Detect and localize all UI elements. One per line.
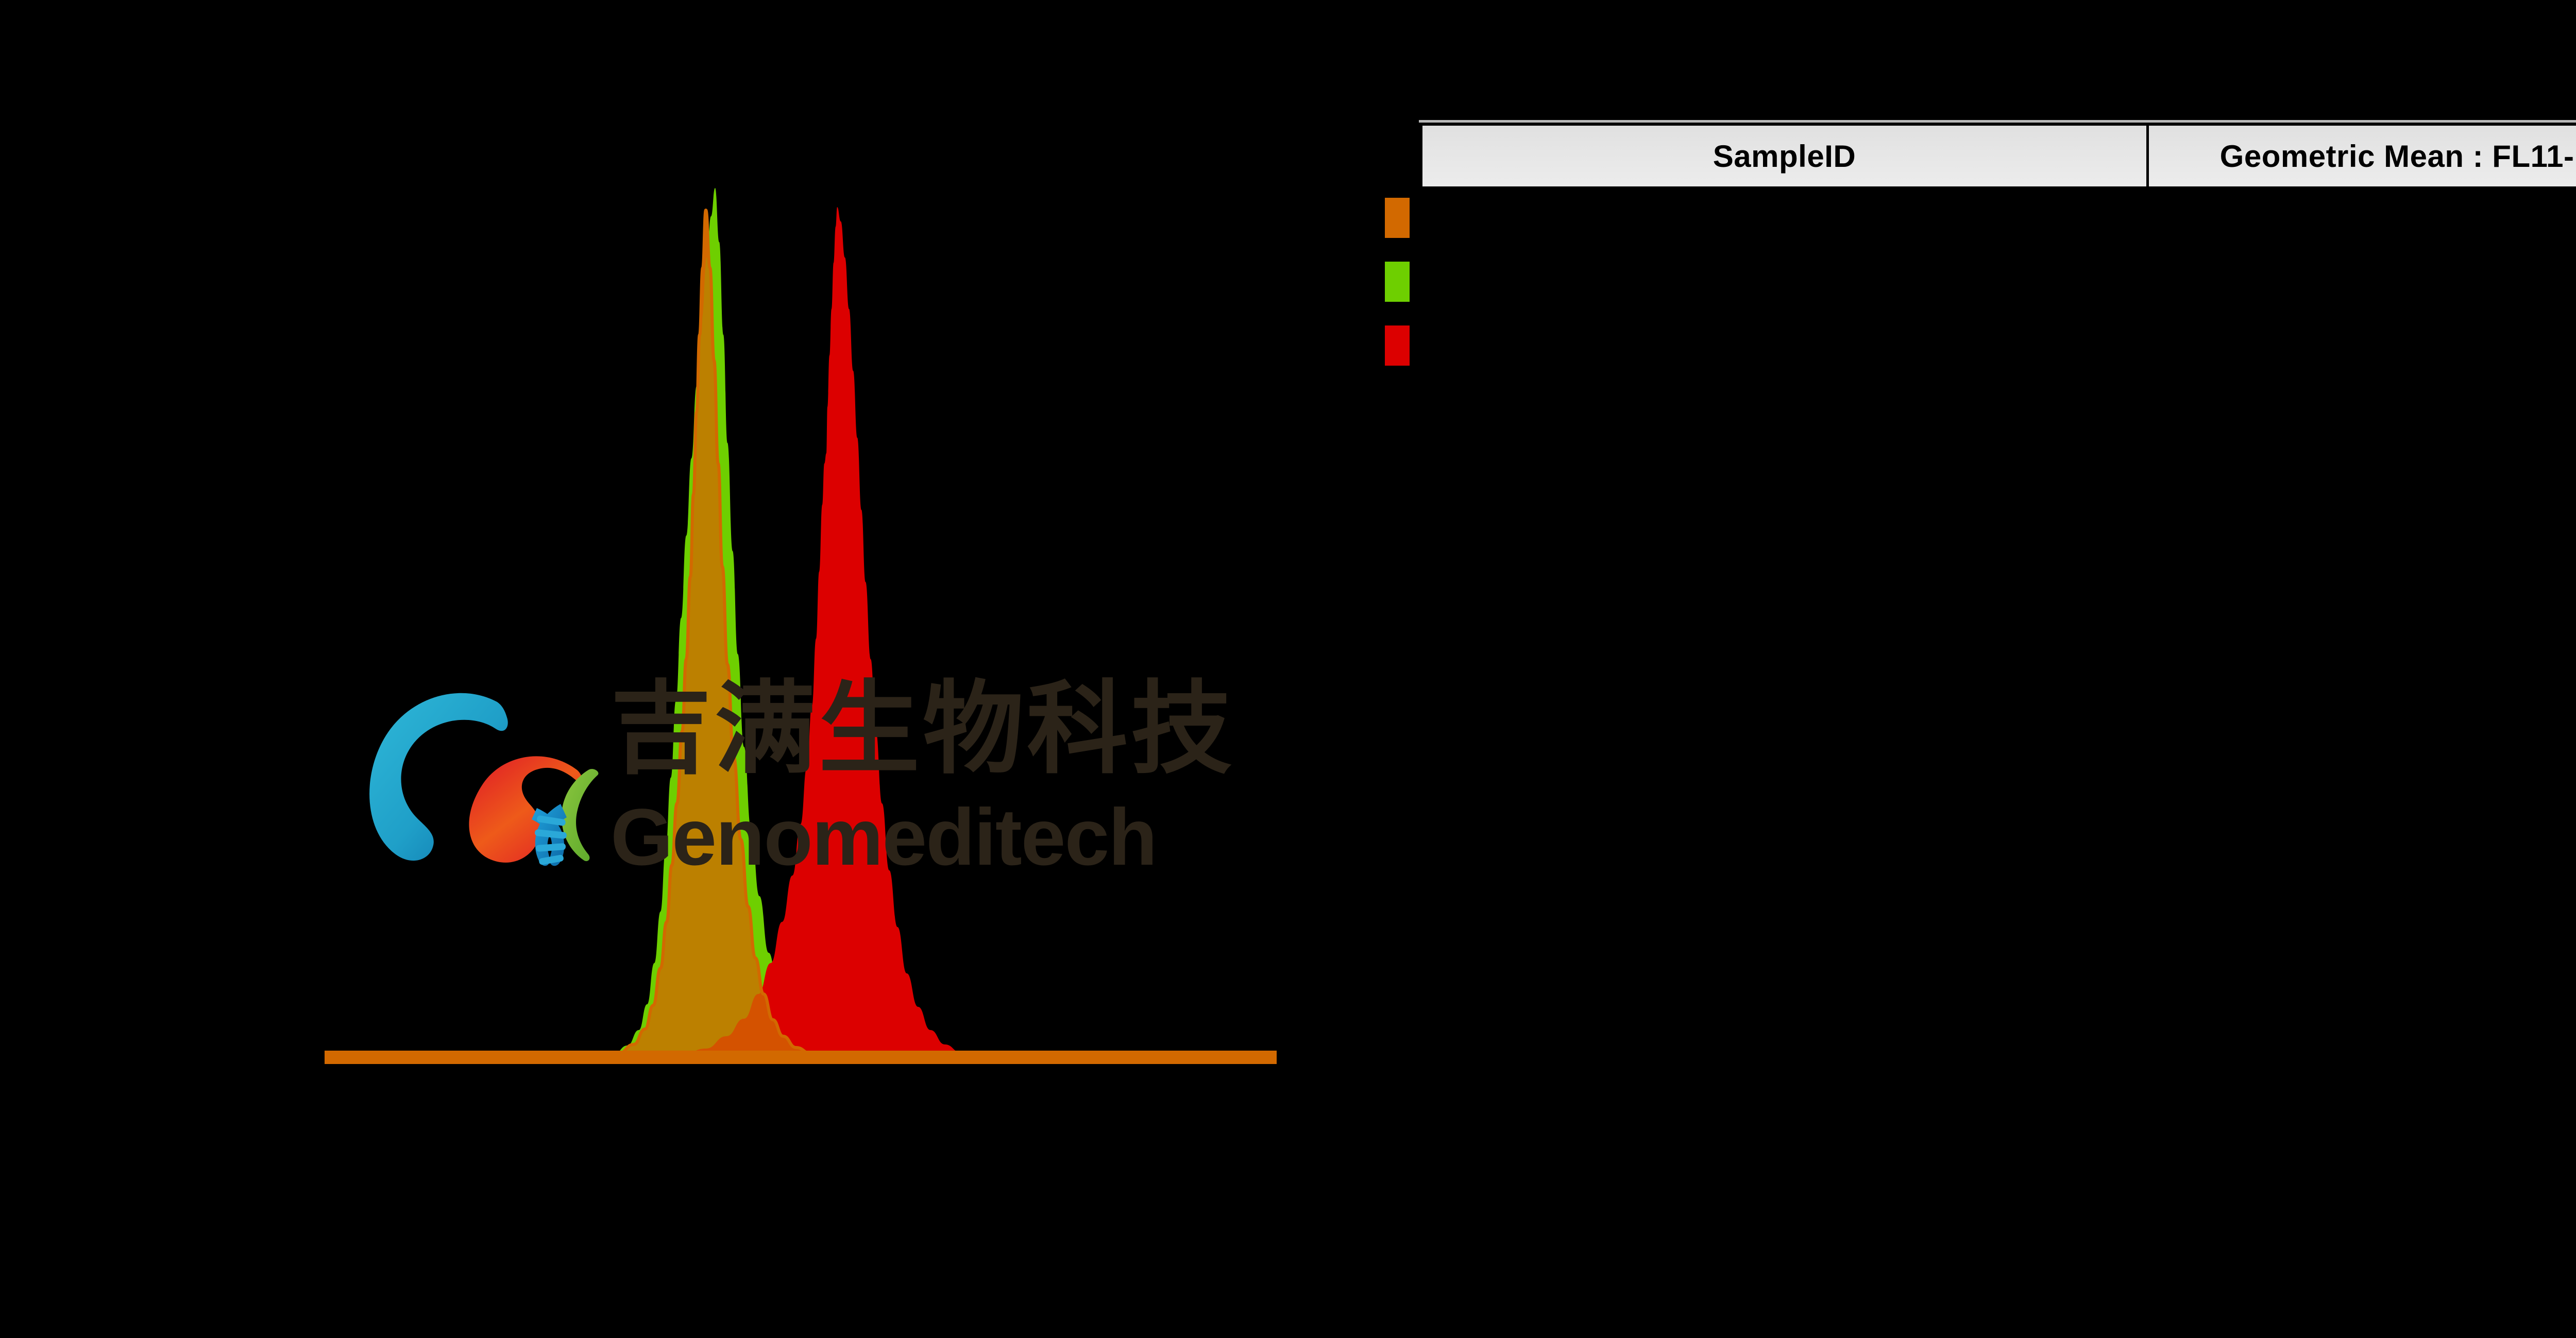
statistics-table: SampleID Geometric Mean : FL11-H bbox=[1419, 120, 2576, 188]
histogram-svg bbox=[325, 188, 1277, 1064]
legend-row[interactable] bbox=[1385, 262, 1423, 302]
legend-color-swatch-orange bbox=[1385, 198, 1410, 238]
legend-row[interactable] bbox=[1385, 325, 1423, 366]
legend-row[interactable] bbox=[1385, 198, 1423, 238]
trace-group bbox=[325, 188, 1277, 1062]
histogram-baseline bbox=[325, 1051, 1277, 1064]
legend-color-swatch-red bbox=[1385, 325, 1410, 366]
table-header-row: SampleID Geometric Mean : FL11-H bbox=[1419, 124, 2576, 188]
legend-color-swatch-green bbox=[1385, 262, 1410, 302]
legend bbox=[1385, 198, 1601, 366]
column-header-geometric-mean[interactable]: Geometric Mean : FL11-H bbox=[2219, 139, 2576, 174]
table-top-rule bbox=[1419, 120, 2576, 123]
red-trace-path bbox=[644, 207, 1036, 1060]
histogram-plot-area bbox=[325, 188, 1277, 1064]
column-header-sample-id[interactable]: SampleID bbox=[1422, 126, 2149, 186]
orange-trace-overlay-path bbox=[325, 208, 1277, 1062]
